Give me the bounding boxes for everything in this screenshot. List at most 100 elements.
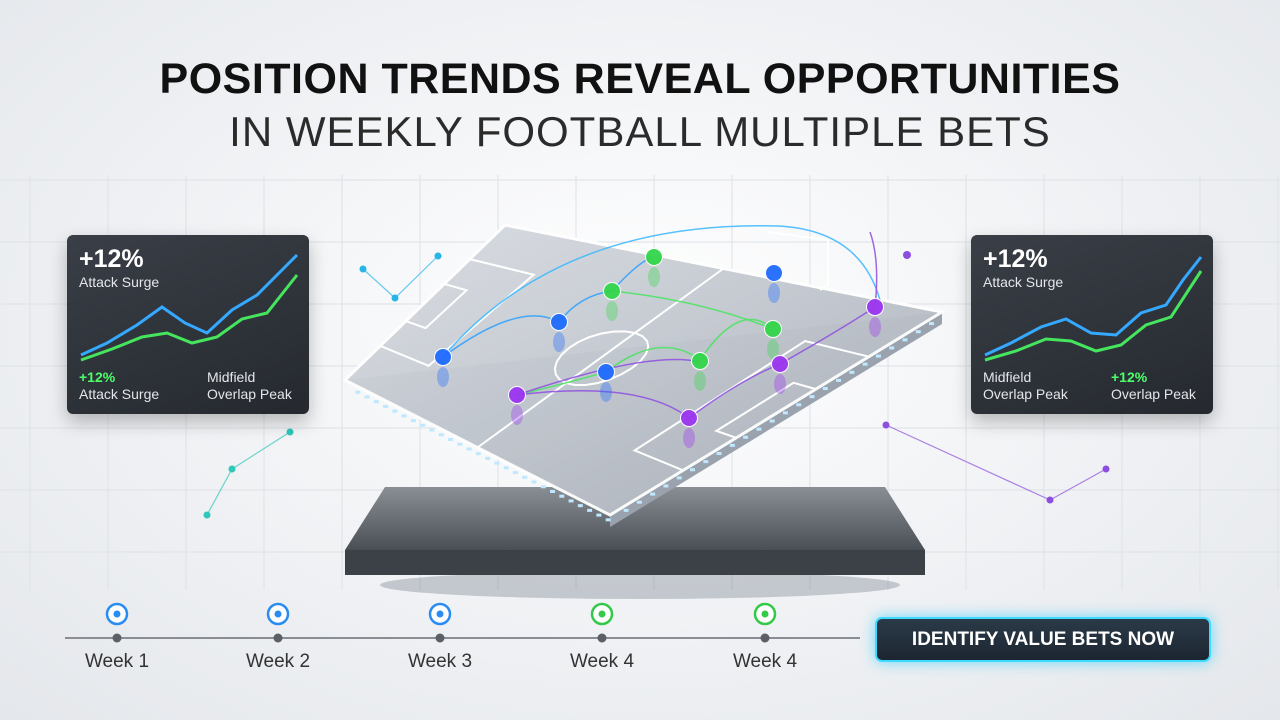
led: [822, 387, 828, 391]
led: [475, 452, 481, 456]
week-label: Week 4: [569, 651, 635, 672]
led: [703, 460, 709, 464]
player: [866, 298, 884, 316]
cta-button[interactable]: IDENTIFY VALUE BETS NOW: [875, 617, 1211, 662]
led: [540, 485, 546, 489]
player-glow: [768, 283, 780, 303]
led: [902, 338, 908, 342]
stat-line: Overlap Peak: [1111, 386, 1196, 402]
player-glow: [694, 371, 706, 391]
card-chart: [80, 253, 299, 362]
week-label: Week 1: [84, 651, 150, 672]
led: [522, 475, 528, 479]
led: [420, 423, 426, 427]
player-glow: [600, 382, 612, 402]
led: [494, 461, 500, 465]
ball-patch: [598, 610, 606, 618]
pass-line: [516, 358, 701, 396]
led: [836, 378, 842, 382]
led: [875, 354, 881, 358]
stat-line: +12%: [1111, 369, 1148, 385]
led: [587, 508, 593, 512]
player: [603, 282, 621, 300]
timeline-dot: [435, 633, 445, 643]
led: [743, 435, 749, 439]
led: [448, 438, 453, 441]
pitch: [342, 223, 947, 517]
player-glow: [553, 332, 565, 352]
led: [466, 447, 472, 451]
week-label: Week 2: [245, 651, 311, 672]
connector: [206, 431, 291, 516]
stat-line: Overlap Peak: [983, 386, 1068, 402]
timeline-dot: [760, 633, 770, 643]
pass-line: [611, 290, 774, 330]
node: [882, 421, 890, 429]
headline: +12%: [983, 245, 1048, 273]
centre-circle: [553, 330, 650, 386]
goal-box: [405, 282, 469, 330]
pass-line: [516, 318, 774, 396]
stat-line: Midfield: [207, 369, 256, 385]
led: [636, 500, 642, 504]
led: [401, 414, 407, 418]
led: [364, 395, 370, 399]
headline: +12%: [79, 245, 144, 273]
player-glow: [683, 428, 695, 448]
led: [596, 513, 602, 517]
subtitle: IN WEEKLY FOOTBALL MULTIPLE BETS: [229, 108, 1051, 155]
led: [383, 404, 389, 408]
led: [568, 499, 574, 503]
stat: Midfield Overlap Peak: [207, 369, 292, 403]
player-glow: [648, 267, 660, 287]
player: [680, 409, 698, 427]
led: [729, 443, 735, 447]
trend-card: +12% Attack Surge Midfield Overlap Peak +…: [971, 235, 1213, 414]
led: [809, 395, 815, 399]
stat-line: Attack Surge: [79, 386, 160, 402]
led: [531, 480, 537, 484]
penalty-box: [379, 258, 536, 367]
led: [782, 411, 788, 415]
stat: Midfield Overlap Peak: [983, 369, 1068, 403]
player: [765, 264, 783, 282]
led: [756, 427, 762, 431]
pass-line: [442, 225, 881, 358]
player: [764, 320, 782, 338]
stat-line: Overlap Peak: [207, 386, 292, 402]
player: [645, 248, 663, 266]
player-glow: [606, 301, 618, 321]
led: [915, 330, 921, 334]
timeline-dot: [273, 633, 283, 643]
led: [429, 428, 435, 432]
node: [359, 265, 367, 273]
player: [597, 363, 615, 381]
led: [862, 362, 868, 366]
node: [1102, 465, 1110, 473]
pitch-line: [476, 267, 725, 449]
card-chart: [984, 256, 1203, 362]
timeline-dot: [597, 633, 607, 643]
headline-label: Attack Surge: [79, 274, 160, 290]
led: [410, 419, 416, 423]
stat: +12% Attack Surge: [79, 369, 159, 403]
stat-line: Midfield: [983, 369, 1032, 385]
led: [559, 494, 565, 498]
platform-front: [345, 550, 925, 575]
platform-top: [345, 487, 925, 550]
led: [577, 504, 583, 508]
led: [605, 518, 611, 522]
ball-patch: [761, 610, 769, 618]
node: [203, 511, 211, 519]
trend-card: +12% Attack Surge +12% Attack Surge Midfi…: [67, 235, 309, 414]
pass-line: [869, 231, 878, 308]
led: [690, 468, 695, 472]
shadow: [380, 571, 900, 599]
player-glow: [869, 317, 881, 337]
pass-line: [516, 306, 876, 419]
player-glow: [767, 339, 779, 359]
connector: [885, 424, 1107, 501]
led: [769, 419, 775, 423]
